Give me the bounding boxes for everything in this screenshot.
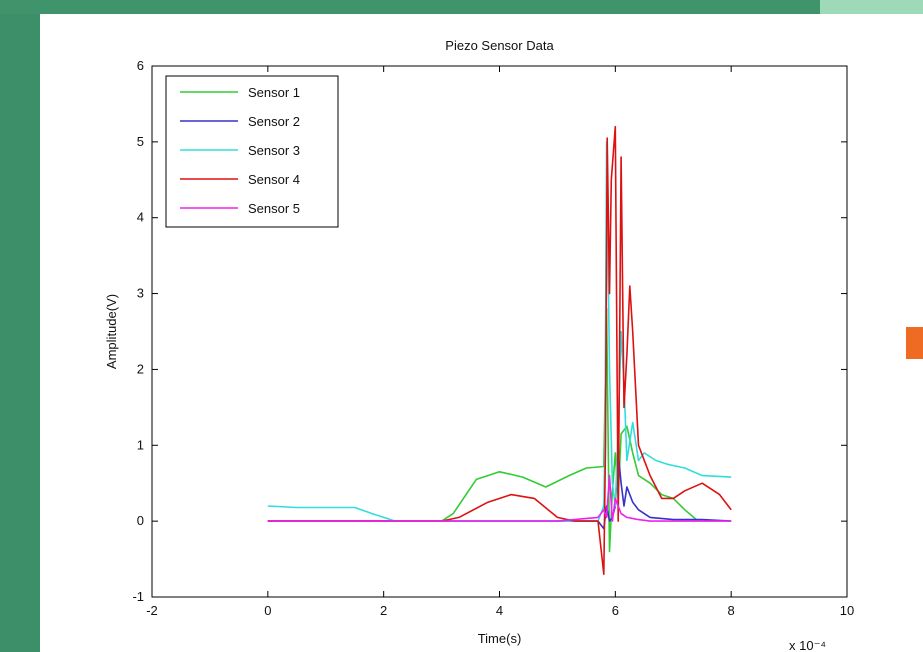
series-layer xyxy=(267,125,732,576)
x-tick-label: 2 xyxy=(380,603,387,618)
legend-label: Sensor 4 xyxy=(248,172,300,187)
slide-top-accent xyxy=(820,0,923,14)
y-tick-label: 4 xyxy=(137,210,144,225)
series-line-sensor-5 xyxy=(267,474,732,522)
y-tick-label: 0 xyxy=(137,513,144,528)
x-axis-multiplier: x 10⁻⁴ xyxy=(789,638,826,652)
slide-top-band xyxy=(0,0,923,14)
y-tick-label: 5 xyxy=(137,134,144,149)
x-tick-label: -2 xyxy=(146,603,158,618)
series-line-sensor-2 xyxy=(267,452,732,530)
legend-label: Sensor 3 xyxy=(248,143,300,158)
y-tick-label: 6 xyxy=(137,58,144,73)
series-line-sensor-4 xyxy=(267,125,732,576)
y-tick-label: 3 xyxy=(137,286,144,301)
x-tick-label: 6 xyxy=(612,603,619,618)
orange-marker xyxy=(906,327,923,359)
series-line-sensor-1 xyxy=(267,307,697,553)
legend-label: Sensor 2 xyxy=(248,114,300,129)
x-axis-label: Time(s) xyxy=(478,631,522,646)
legend-label: Sensor 1 xyxy=(248,85,300,100)
y-tick-label: 2 xyxy=(137,361,144,376)
legend-label: Sensor 5 xyxy=(248,201,300,216)
legend: Sensor 1 Sensor 2 Sensor 3 Sensor 4 Sensor 5 xyxy=(165,75,339,228)
legend-box xyxy=(165,75,339,228)
chart-title: Piezo Sensor Data xyxy=(445,38,554,53)
axis-ticks: -2 0 2 4 6 8 10 -1 0 1 2 3 4 5 6 xyxy=(132,58,854,618)
x-tick-label: 10 xyxy=(840,603,854,618)
x-tick-label: 8 xyxy=(728,603,735,618)
y-tick-label: 1 xyxy=(137,437,144,452)
series-line-sensor-3 xyxy=(267,141,732,522)
y-axis-label: Amplitude(V) xyxy=(104,294,119,369)
y-tick-label: -1 xyxy=(132,589,144,604)
x-tick-label: 4 xyxy=(496,603,503,618)
x-tick-label: 0 xyxy=(264,603,271,618)
